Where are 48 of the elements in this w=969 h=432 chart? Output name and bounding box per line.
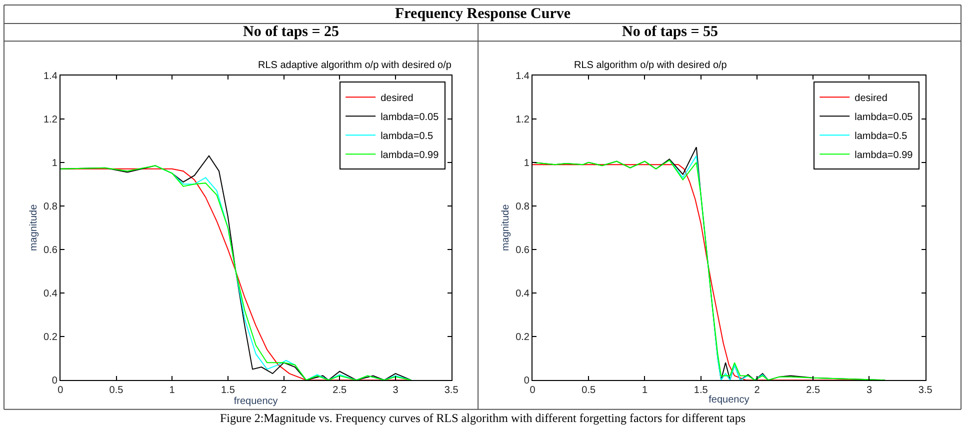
y-tick-label: 0.8	[516, 201, 530, 212]
legend-label: lambda=0.05	[380, 112, 440, 124]
y-tick-label: 1.4	[43, 70, 58, 82]
y-tick-label: 0.8	[43, 201, 58, 212]
x-tick-label: 3.5	[918, 385, 933, 396]
y-tick-label: 0	[52, 376, 58, 387]
legend-label: lambda=0.05	[854, 112, 914, 124]
y-tick-label: 0	[524, 376, 530, 387]
x-tick-label: 2	[281, 385, 287, 396]
chart-subtitle: RLS adaptive algorithm o/p with desired o/p	[258, 60, 452, 71]
y-tick-label: 1.2	[516, 114, 530, 126]
caption: Figure 2:Magnitude vs. Frequency curves of RLS algorithm with different forgetting factors for different taps	[220, 411, 746, 425]
legend-label: lambda=0.99	[380, 150, 440, 162]
y-tick-label: 0.4	[43, 288, 58, 300]
chart-title: No of taps = 55	[622, 24, 718, 40]
chart-subtitle: RLS algorithm o/p with desired o/p	[574, 60, 728, 71]
y-tick-label: 1.2	[43, 114, 58, 126]
x-axis-title: frequency	[234, 396, 278, 408]
x-tick-label: 1	[169, 385, 176, 396]
x-tick-label: 3	[866, 385, 872, 396]
y-axis-title: magnitude	[500, 204, 512, 252]
x-tick-label: 0.5	[109, 385, 124, 396]
legend-label: lambda=0.5	[380, 131, 434, 142]
text: Frequency Response Curve	[395, 6, 571, 22]
y-tick-label: 0.4	[516, 288, 530, 300]
x-tick-label: 3	[392, 385, 399, 396]
y-axis-title: magnitude	[28, 204, 40, 252]
x-tick-label: 2.5	[806, 385, 821, 396]
legend-label: lambda=0.99	[854, 150, 914, 162]
legend-label: desired	[854, 93, 888, 104]
y-tick-label: 0.2	[516, 332, 530, 344]
x-tick-label: 2	[754, 385, 760, 396]
chart-title: No of taps = 25	[243, 24, 340, 40]
x-axis-title: fequency	[708, 394, 750, 406]
x-tick-label: 1.5	[220, 385, 236, 396]
x-tick-label: 0.5	[582, 385, 596, 396]
y-tick-label: 0.6	[516, 244, 530, 256]
x-tick-label: 2.5	[332, 385, 348, 396]
legend-label: lambda=0.5	[854, 131, 908, 142]
y-tick-label: 1	[52, 158, 58, 169]
y-tick-label: 0.6	[43, 244, 58, 256]
y-tick-label: 1	[524, 158, 530, 169]
y-tick-label: 0.2	[43, 332, 58, 344]
legend-label: desired	[380, 93, 414, 104]
x-tick-label: 1.5	[694, 385, 708, 396]
x-tick-label: 1	[642, 385, 648, 396]
y-tick-label: 1.4	[516, 70, 530, 82]
x-tick-label: 3.5	[444, 385, 459, 396]
